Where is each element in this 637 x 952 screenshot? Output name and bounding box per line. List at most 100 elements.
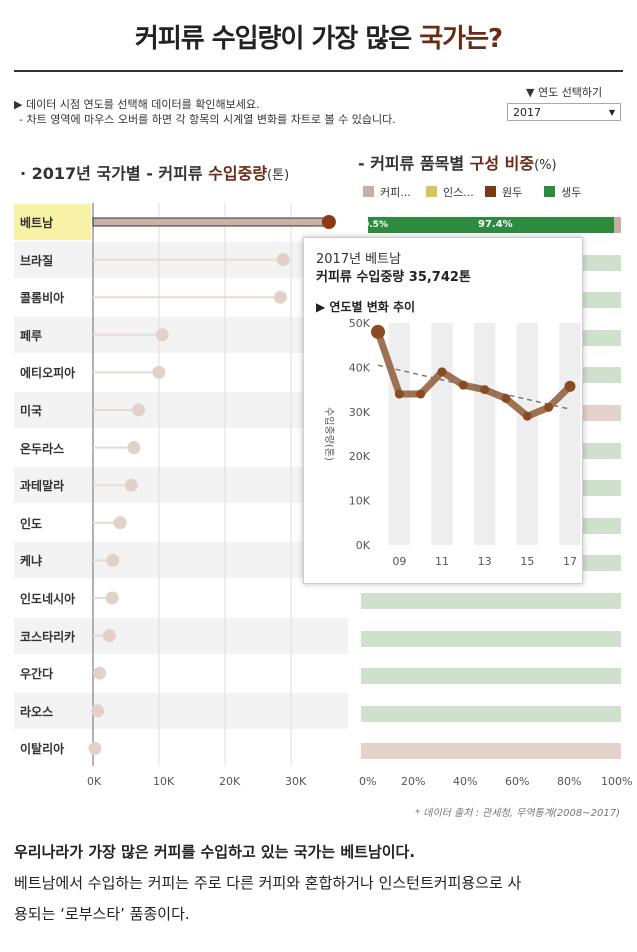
country-label[interactable]: 우간다 — [20, 667, 54, 682]
tooltip-section-label: ▶ 연도별 변화 추이 — [316, 300, 416, 314]
year-band — [431, 323, 453, 545]
country-label[interactable]: 브라질 — [20, 253, 54, 268]
stack-segment[interactable] — [614, 217, 621, 233]
year-select-value: 2017 — [513, 106, 541, 119]
x-tick-label: 17 — [563, 555, 577, 568]
bar-label-green: 97.4% — [478, 219, 513, 230]
y-tick-label: 40K — [349, 361, 371, 374]
country-label[interactable]: 인도 — [20, 516, 43, 531]
instruction-text-1: 데이터 시점 연도를 선택해 데이터를 확인해보세요. — [25, 98, 260, 111]
stack-segment[interactable] — [361, 630, 621, 647]
lollipop-stem-highlight — [92, 217, 330, 227]
lollipop-dot — [88, 741, 102, 755]
y-tick-label: 20K — [349, 450, 371, 463]
row-highlight — [14, 204, 91, 240]
right-title-unit: (%) — [534, 158, 557, 173]
y-tick-label: 50K — [349, 317, 371, 330]
legend-swatch-roast — [485, 186, 496, 197]
x-tick-label: 0% — [359, 775, 377, 788]
chevron-down-icon: ▼ — [608, 108, 615, 117]
tooltip-panel: 2017년 베트남 커피류 수입중량 35,742톤 ▶ 연도별 변화 추이 0… — [303, 237, 583, 584]
country-label[interactable]: 케냐 — [20, 554, 43, 569]
y-axis-label: 수입중량(톤) — [323, 407, 336, 461]
x-tick-label: 20K — [219, 775, 241, 788]
legend-swatch-instant — [426, 186, 437, 197]
y-tick-label: 30K — [349, 406, 371, 419]
lollipop-dot — [276, 253, 290, 267]
lollipop-dot — [127, 441, 141, 455]
series-line — [374, 330, 573, 420]
year-band — [559, 323, 581, 545]
tooltip-header: 2017년 베트남 — [316, 252, 402, 267]
stack-segment[interactable] — [361, 593, 621, 609]
data-point — [480, 385, 490, 395]
left-title-unit: (톤) — [267, 168, 290, 183]
country-label[interactable]: 이탈리아 — [20, 742, 65, 757]
legend-label-mix: 커피... — [380, 186, 411, 199]
tooltip-value: 커피류 수입중량 35,742톤 — [316, 270, 471, 285]
row-band — [14, 316, 348, 353]
left-section-title: · 2017년 국가별 - 커피류 수입중량(톤) — [20, 160, 289, 184]
data-point — [437, 367, 447, 377]
lollipop-dot — [152, 365, 166, 379]
conclusion-heading: 우리나라가 가장 많은 커피를 수입하고 있는 국가는 베트남이다. — [14, 843, 416, 861]
country-label[interactable]: 베트남 — [20, 216, 54, 230]
country-label[interactable]: 콜롬비아 — [20, 291, 65, 306]
x-tick-label: 11 — [435, 555, 449, 568]
conclusion-line-1: 베트남에서 수입하는 커피는 주로 다른 커피와 혼합하거나 인스턴트커피용으로… — [14, 874, 522, 892]
data-source-footnote: * 데이터 출처 : 관세청, 무역통계(2008~2017) — [415, 808, 620, 819]
x-tick-label: 80% — [557, 775, 582, 788]
left-title-accent: 수입중량 — [208, 164, 268, 183]
left-title-prefix: · 2017년 국가별 - 커피류 — [20, 164, 209, 183]
stack-segment[interactable] — [361, 668, 621, 685]
country-label[interactable]: 과테말라 — [20, 479, 65, 494]
country-label[interactable]: 페루 — [20, 328, 43, 343]
legend-label-instant: 인스... — [443, 186, 474, 199]
data-point — [394, 389, 404, 399]
title-divider — [14, 70, 623, 72]
stack-segment[interactable] — [367, 217, 621, 233]
stack-segment[interactable] — [361, 743, 621, 760]
year-band — [474, 323, 496, 545]
country-label[interactable]: 코스타리카 — [20, 629, 76, 644]
country-label[interactable]: 온두라스 — [20, 441, 65, 456]
data-point — [416, 389, 426, 399]
lollipop-dot — [321, 215, 336, 229]
lollipop-dot — [273, 290, 287, 304]
title-main: 커피류 수입량이 가장 많은 — [134, 24, 412, 54]
lollipop-dot — [93, 666, 107, 680]
country-label[interactable]: 에티오피아 — [20, 366, 76, 381]
year-band — [516, 323, 538, 545]
conclusion-line-2: 용되는 ‘로부스타’ 품종이다. — [14, 905, 190, 923]
year-select[interactable]: 2017 ▼ — [507, 103, 621, 121]
country-label[interactable]: 인도네시아 — [20, 592, 76, 606]
data-point — [544, 402, 554, 412]
trend-line — [377, 364, 571, 410]
data-point — [458, 380, 468, 390]
lollipop-dot — [103, 629, 116, 643]
data-point — [564, 380, 576, 392]
year-select-label: ▼ 연도 선택하기 — [526, 86, 603, 99]
y-tick-label: 10K — [349, 495, 371, 508]
x-tick-label: 15 — [520, 555, 534, 568]
right-title-accent: 구성 비중 — [469, 154, 535, 173]
lollipop-dot — [91, 704, 105, 718]
lollipop-dot — [155, 328, 169, 342]
stack-segment[interactable] — [361, 705, 621, 722]
lollipop-dot — [132, 403, 146, 417]
legend-swatch-mix — [363, 186, 374, 197]
x-tick-label: 0K — [87, 775, 102, 788]
instruction-line-1: ▶ 데이터 시점 연도를 선택해 데이터를 확인해보세요. — [14, 96, 259, 113]
country-label[interactable]: 미국 — [20, 404, 43, 418]
right-title-prefix: - 커피류 품목별 — [358, 154, 470, 173]
lollipop-dot — [124, 478, 138, 492]
x-tick-label: 20% — [401, 775, 426, 788]
data-point — [522, 411, 532, 421]
page-title: 커피류 수입량이 가장 많은 국가는? — [0, 18, 637, 55]
legend-swatch-green — [544, 186, 555, 197]
x-tick-label: 40% — [453, 775, 478, 788]
country-label[interactable]: 라오스 — [20, 704, 54, 719]
row-band — [14, 692, 348, 729]
data-point — [371, 324, 385, 339]
lollipop-dot — [113, 516, 127, 530]
